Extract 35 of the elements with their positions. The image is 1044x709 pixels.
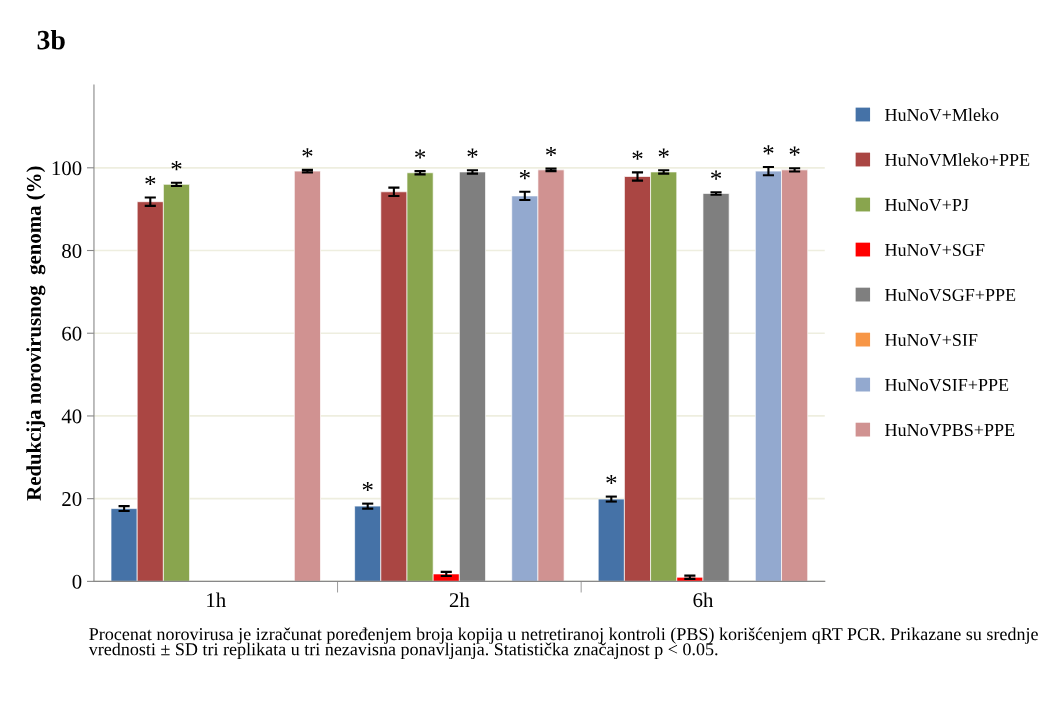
data-label: * xyxy=(789,146,800,156)
x-tick-label: 6h xyxy=(693,592,714,608)
legend-label: HuNoV+SGF xyxy=(885,243,985,257)
data-label: * xyxy=(606,474,617,485)
y-tick-label: 40 xyxy=(61,409,82,424)
data-label: * xyxy=(763,145,774,155)
x-tick-label: 2h xyxy=(449,592,470,607)
data-label: * xyxy=(545,146,557,157)
y-axis-title: Redukcija norovirusnog genoma (%) xyxy=(26,166,46,501)
y-tick-label: 60 xyxy=(62,326,82,341)
legend-label: HuNoVSIF+PPE xyxy=(885,378,1009,392)
data-label: * xyxy=(711,170,722,180)
data-label: * xyxy=(415,149,426,159)
data-label: * xyxy=(362,481,373,492)
legend-label: HuNoV+PJ xyxy=(885,199,969,212)
data-label: * xyxy=(302,148,313,158)
legend-label: HuNoVSGF+PPE xyxy=(885,288,1016,302)
legend-label: HuNoV+Mleko xyxy=(885,108,999,122)
data-label: * xyxy=(145,175,156,186)
y-tick-label: 0 xyxy=(72,574,82,589)
data-label: * xyxy=(467,148,478,158)
y-tick-label: 80 xyxy=(62,243,82,258)
data-label: * xyxy=(632,150,643,160)
data-label: * xyxy=(171,160,182,171)
y-tick-label: 20 xyxy=(62,492,82,507)
x-tick-label: 1h xyxy=(207,592,226,607)
legend-label: HuNoVMleko+PPE xyxy=(885,153,1030,167)
legend-label: HuNoV+SIF xyxy=(885,333,978,347)
y-tick-label: 100 xyxy=(52,161,82,176)
text: Procenat norovirusa je izračunat poređenjem broja kopija u netretiranoj kontroli (PBS) korišćenjem qRT PCR. Prikazane su srednje vrednosti ± SD tri replikata u tri nezavisna ponavljanja. Statistička značajnost p < 0.05. xyxy=(88,627,1038,660)
chart-title: 3b xyxy=(37,29,65,50)
data-label: * xyxy=(658,148,669,158)
bar xyxy=(293,170,321,582)
data-label: * xyxy=(519,170,530,180)
legend-label: HuNoVPBS+PPE xyxy=(885,423,1015,437)
